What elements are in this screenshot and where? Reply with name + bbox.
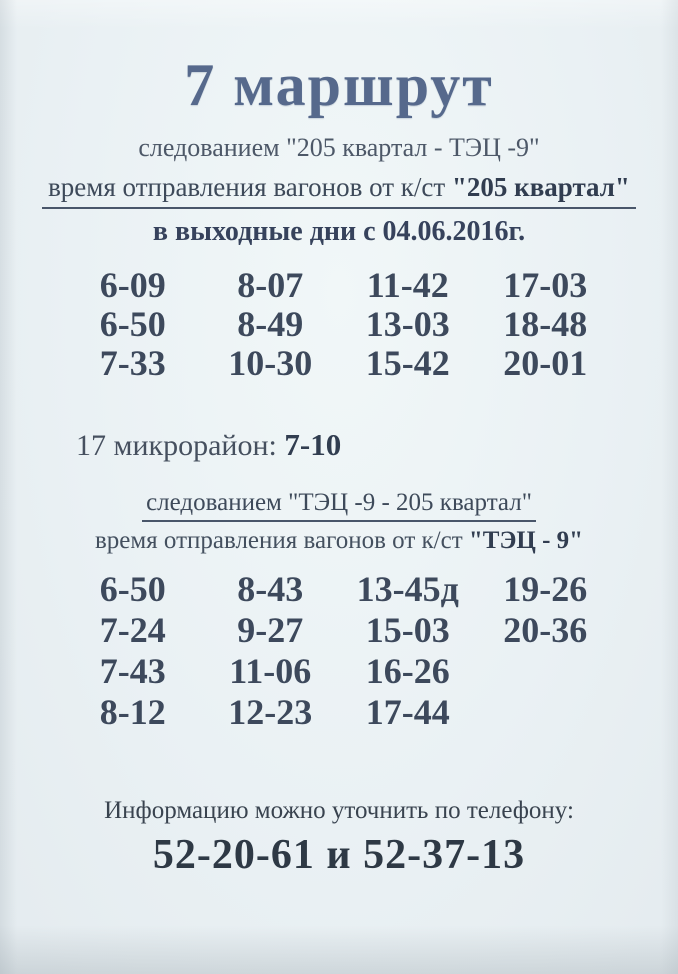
departure-time: 7-33 [99,343,166,383]
departure-time: 13-03 [365,304,450,344]
departure-time: 10-30 [228,343,313,383]
route-direction-line-1: следованием "205 квартал - ТЭЦ -9" [138,133,540,162]
departure-time: 8-07 [237,265,304,305]
departure-time: 7-43 [99,651,166,691]
route-direction-line-2-underlined: следованием "ТЭЦ -9 - 205 квартал" [142,489,536,522]
departure-time: 8-12 [99,692,166,732]
departure-time: 15-03 [365,610,450,650]
departure-time: 6-09 [99,265,166,305]
departure-terminal-2: "ТЭЦ - 9" [468,527,584,554]
route-direction-line-2: следованием "ТЭЦ -9 - 205 квартал" [0,489,678,522]
phone-numbers: 52-20-61 и 52-37-13 [152,832,526,878]
departure-line-1-underlined: время отправления вагонов от к/ст "205 к… [42,172,636,209]
departure-time: 6-50 [99,569,166,609]
departure-time: 8-43 [237,569,304,609]
departure-prefix-2: время отправления вагонов от к/ст [94,527,463,554]
times-table-section2: 6-50 8-43 13-45д 19-26 7-24 9-27 15-03 2… [0,569,678,733]
departure-time: 6-50 [99,304,166,344]
departure-time: 20-36 [503,610,588,650]
departure-time: 13-45д [356,569,459,609]
departure-time: 15-42 [365,343,450,383]
departure-prefix-1: время отправления вагонов от к/ст [48,172,446,202]
departure-time: 17-44 [365,692,450,732]
departure-time: 19-26 [503,569,588,609]
departure-time: 20-01 [503,343,588,383]
departure-time: 8-49 [237,304,304,344]
departure-time: 11-42 [366,265,449,305]
validity-line: в выходные дни с 04.06.2016г. [152,216,526,247]
departure-time: 16-26 [365,651,450,691]
departure-time: 7-24 [99,610,166,650]
departure-time: 11-06 [229,651,312,691]
departure-line-1: время отправления вагонов от к/ст "205 к… [0,172,678,209]
departure-time: 9-27 [237,610,304,650]
micro-district-line: 17 микрорайон: 7-10 [76,427,678,463]
times-table-section1: 6-09 8-07 11-42 17-03 6-50 8-49 13-03 18… [0,266,678,383]
route-title: 7 маршрут [184,52,494,118]
micro-district-label: 17 микрорайон: [76,429,277,462]
micro-district-time: 7-10 [284,427,342,462]
departure-time: 17-03 [503,265,588,305]
info-note: Информацию можно уточнить по телефону: [104,797,574,824]
departure-time: 18-48 [503,304,588,344]
departure-line-2: время отправления вагонов от к/ст "ТЭЦ -… [0,527,678,555]
departure-time: 12-23 [228,692,313,732]
departure-terminal-1: "205 квартал" [451,172,630,202]
